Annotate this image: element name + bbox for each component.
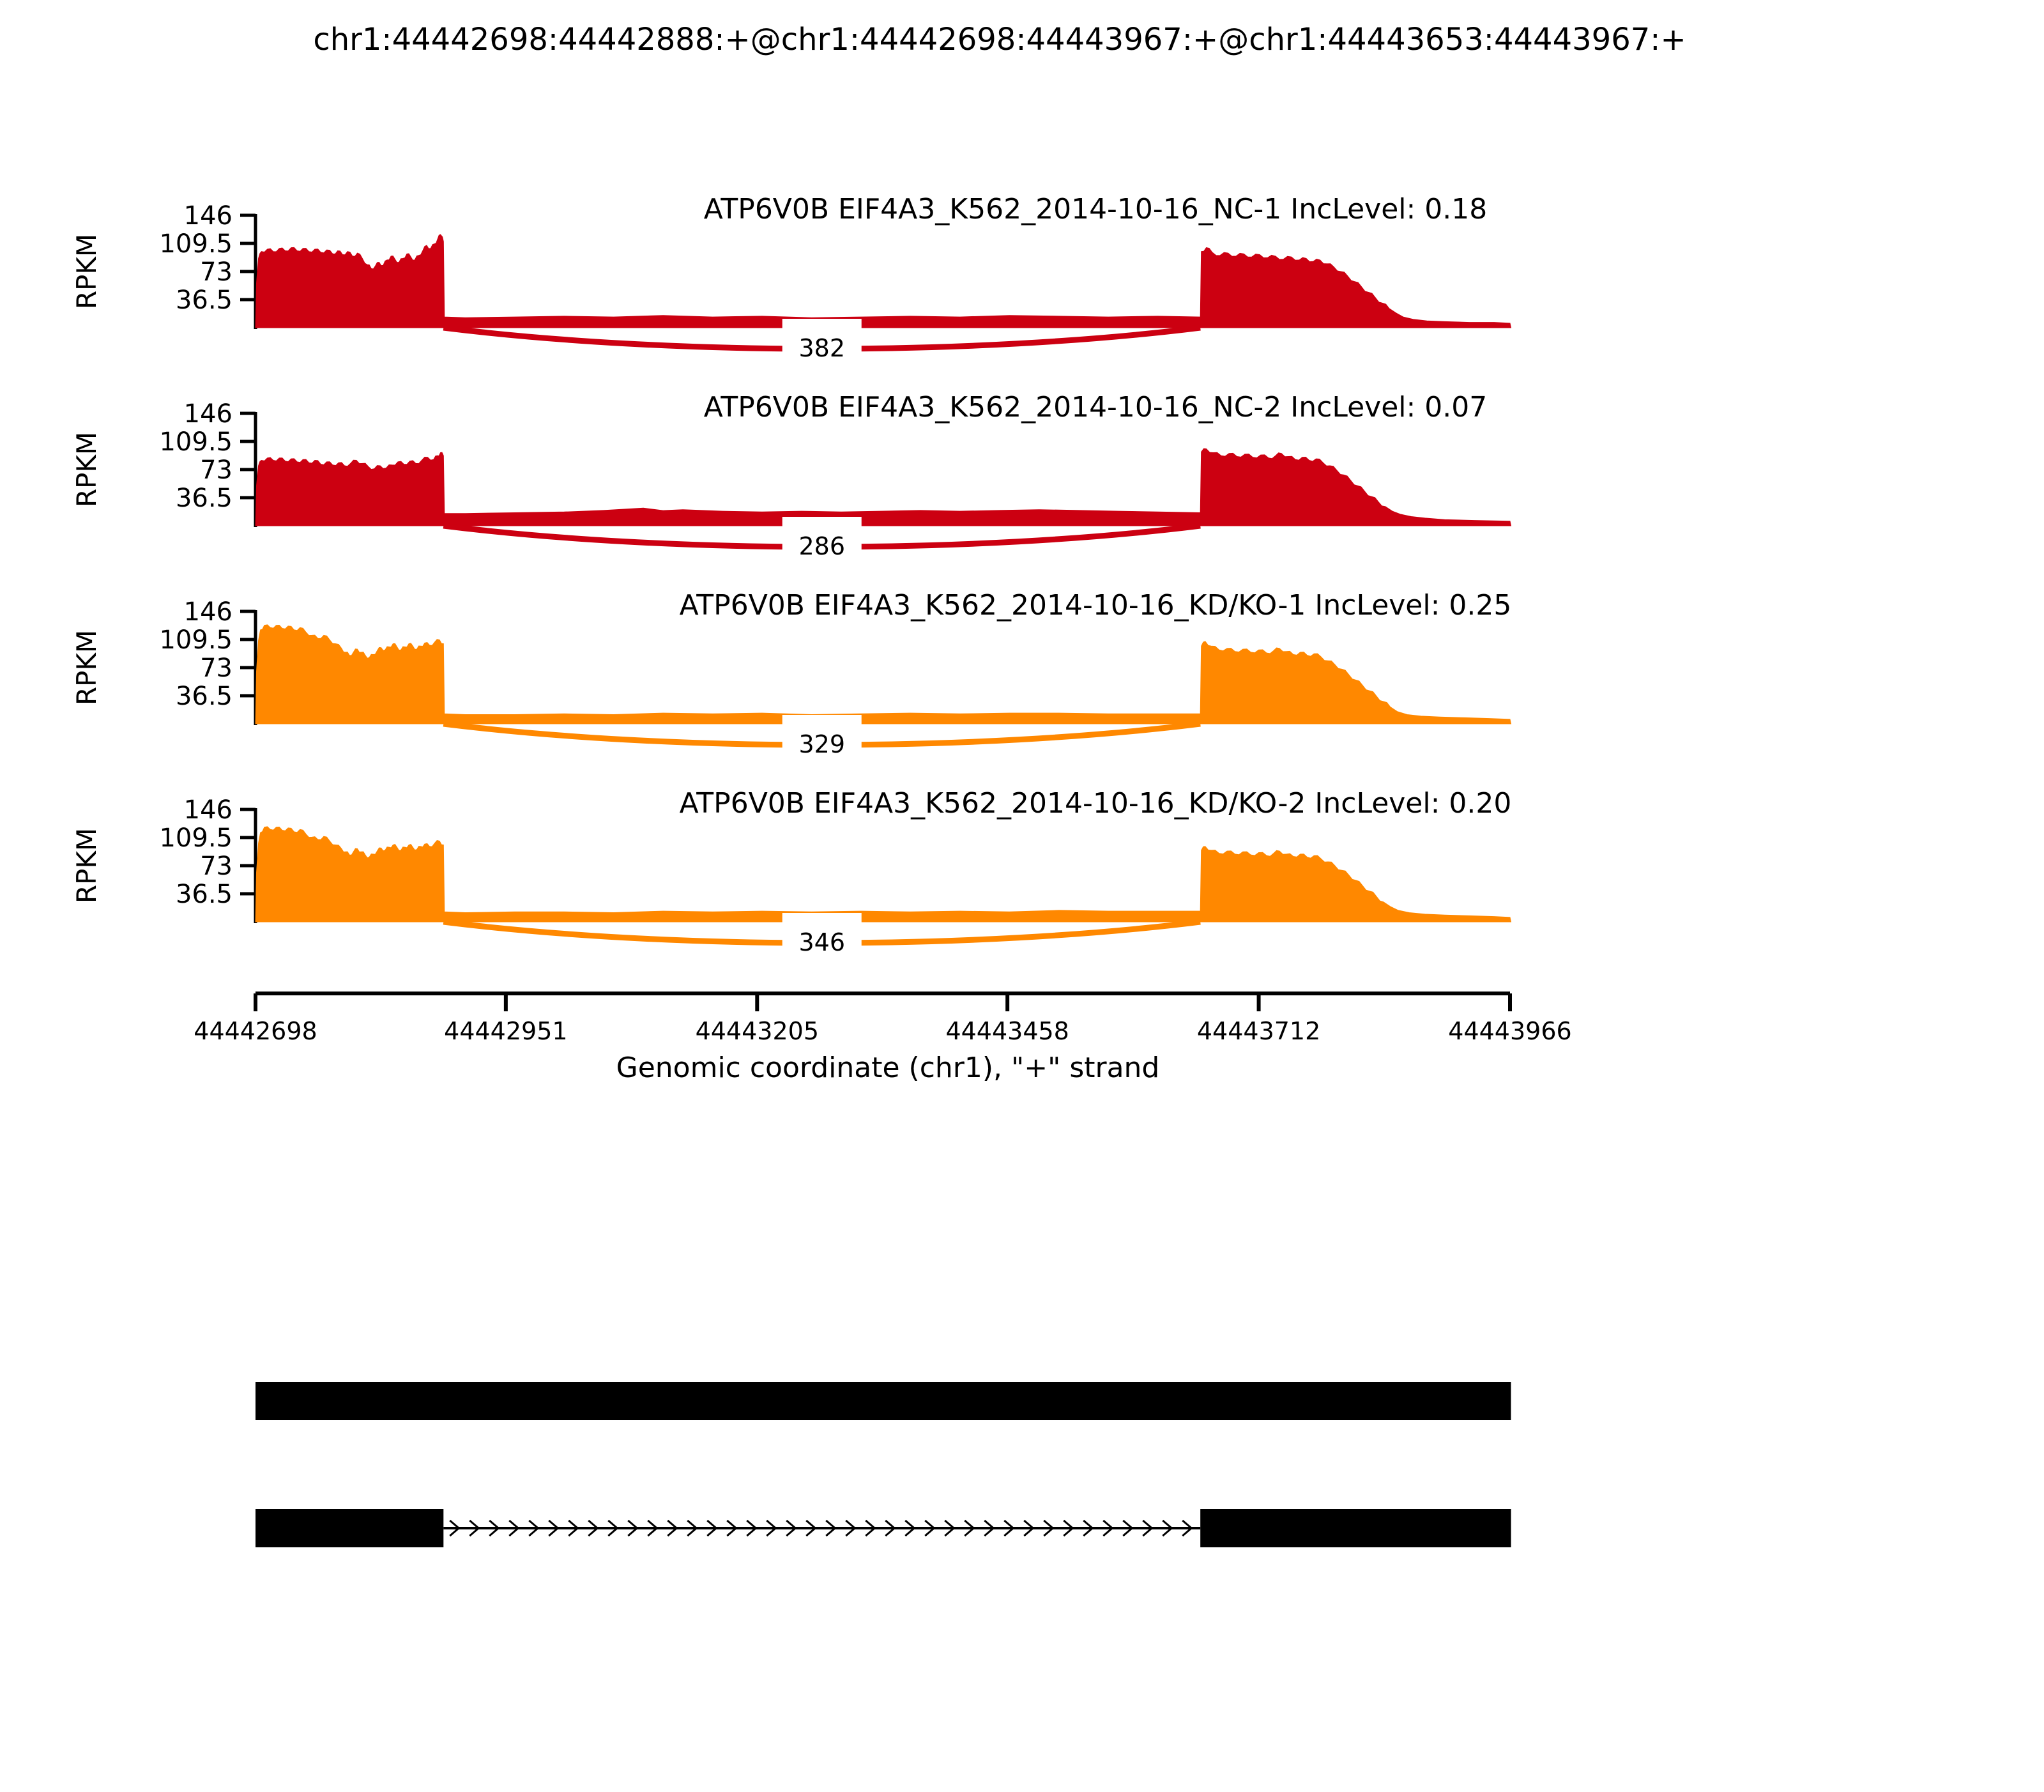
intron-direction-arrow-icon bbox=[924, 1519, 936, 1537]
x-axis: 44442698 44442951 44443205 44443458 44443712… bbox=[194, 992, 1572, 1084]
y-tick-label: 36.5 bbox=[176, 286, 233, 315]
intron-direction-arrow-icon bbox=[1162, 1519, 1173, 1537]
intron-direction-arrow-icon bbox=[1102, 1519, 1114, 1537]
intron-direction-arrow-icon bbox=[904, 1519, 916, 1537]
intron-direction-arrow-icon bbox=[1063, 1519, 1074, 1537]
intron-direction-arrow-icon bbox=[607, 1519, 619, 1537]
junction-count: 286 bbox=[798, 532, 845, 560]
x-tick-label: 44443205 bbox=[696, 1017, 819, 1045]
exon-box bbox=[256, 1509, 444, 1547]
intron-direction-arrow-icon bbox=[449, 1519, 461, 1537]
intron-direction-arrow-icon bbox=[805, 1519, 817, 1537]
intron-direction-arrow-icon bbox=[469, 1519, 480, 1537]
exon-box bbox=[256, 1382, 1511, 1420]
intron-direction-arrow-icon bbox=[726, 1519, 738, 1537]
intron-direction-arrow-icon bbox=[627, 1519, 639, 1537]
intron-direction-arrow-icon bbox=[746, 1519, 758, 1537]
junction-count: 329 bbox=[798, 730, 845, 758]
track-title: ATP6V0B EIF4A3_K562_2014-10-16_KD/KO-2 I… bbox=[680, 787, 1512, 820]
sashimi-track-4: ATP6V0B EIF4A3_K562_2014-10-16_KD/KO-2 I… bbox=[71, 787, 1511, 956]
x-tick-label: 44443712 bbox=[1197, 1017, 1320, 1045]
intron-direction-arrow-icon bbox=[548, 1519, 560, 1537]
x-axis-title: Genomic coordinate (chr1), "+" strand bbox=[616, 1052, 1160, 1084]
intron-direction-arrow-icon bbox=[984, 1519, 995, 1537]
track-title: ATP6V0B EIF4A3_K562_2014-10-16_KD/KO-1 I… bbox=[680, 589, 1512, 622]
intron-direction-arrow-icon bbox=[1003, 1519, 1015, 1537]
figure-title: chr1:44442698:44442888:+@chr1:44442698:4… bbox=[313, 22, 1686, 57]
y-tick-label: 73 bbox=[200, 654, 233, 683]
y-tick-label: 146 bbox=[184, 399, 233, 429]
gene-annotation bbox=[256, 1382, 1511, 1547]
x-tick-label: 44443458 bbox=[945, 1017, 1069, 1045]
intron-direction-arrow-icon bbox=[706, 1519, 718, 1537]
sashimi-track-1: ATP6V0B EIF4A3_K562_2014-10-16_NC-1 IncL… bbox=[71, 193, 1512, 362]
y-tick-label: 109.5 bbox=[159, 823, 233, 853]
intron-direction-arrow-icon bbox=[825, 1519, 837, 1537]
intron-direction-arrow-icon bbox=[944, 1519, 956, 1537]
x-tick-label: 44443966 bbox=[1448, 1017, 1571, 1045]
coverage-area bbox=[255, 624, 1512, 724]
intron-direction-arrow-icon bbox=[667, 1519, 678, 1537]
intron-direction-arrow-icon bbox=[647, 1519, 659, 1537]
junction-count: 346 bbox=[798, 928, 845, 956]
intron-direction-arrow-icon bbox=[865, 1519, 876, 1537]
junction-count-box bbox=[782, 913, 862, 953]
intron-direction-arrow-icon bbox=[588, 1519, 599, 1537]
y-tick-label: 73 bbox=[200, 456, 233, 485]
sashimi-track-2: ATP6V0B EIF4A3_K562_2014-10-16_NC-2 IncL… bbox=[71, 391, 1512, 560]
coverage-area bbox=[255, 234, 1512, 328]
y-tick-label: 109.5 bbox=[159, 229, 233, 259]
y-tick-label: 109.5 bbox=[159, 427, 233, 457]
coverage-area bbox=[255, 826, 1512, 923]
intron-direction-arrow-icon bbox=[1023, 1519, 1035, 1537]
intron-direction-arrow-icon bbox=[1142, 1519, 1154, 1537]
y-tick-label: 73 bbox=[200, 852, 233, 881]
junction-count: 382 bbox=[798, 334, 845, 362]
x-tick-label: 44442951 bbox=[444, 1017, 567, 1045]
intron-direction-arrow-icon bbox=[964, 1519, 975, 1537]
intron-direction-arrow-icon bbox=[766, 1519, 777, 1537]
y-tick-label: 36.5 bbox=[176, 484, 233, 513]
track-title: ATP6V0B EIF4A3_K562_2014-10-16_NC-1 IncL… bbox=[704, 193, 1488, 226]
y-tick-label: 146 bbox=[184, 795, 233, 825]
intron-direction-arrow-icon bbox=[568, 1519, 579, 1537]
junction-count-box bbox=[782, 517, 862, 556]
intron-direction-arrow-icon bbox=[786, 1519, 797, 1537]
isoform-skipping bbox=[256, 1509, 1511, 1547]
junction-count-box bbox=[782, 319, 862, 358]
y-tick-label: 73 bbox=[200, 257, 233, 287]
intron-direction-arrow-icon bbox=[508, 1519, 520, 1537]
intron-direction-arrow-icon bbox=[885, 1519, 896, 1537]
y-axis-label: RPKM bbox=[71, 234, 102, 309]
intron-direction-arrow-icon bbox=[528, 1519, 540, 1537]
tracks-container: ATP6V0B EIF4A3_K562_2014-10-16_NC-1 IncL… bbox=[71, 193, 1511, 956]
y-tick-label: 146 bbox=[184, 597, 233, 627]
sashimi-track-3: ATP6V0B EIF4A3_K562_2014-10-16_KD/KO-1 I… bbox=[71, 589, 1511, 758]
isoform-inclusion bbox=[256, 1382, 1511, 1420]
track-title: ATP6V0B EIF4A3_K562_2014-10-16_NC-2 IncL… bbox=[704, 391, 1488, 424]
exon-box bbox=[1200, 1509, 1511, 1547]
junction-count-box bbox=[782, 715, 862, 754]
intron-direction-arrow-icon bbox=[1083, 1519, 1094, 1537]
y-tick-label: 36.5 bbox=[176, 682, 233, 711]
intron-direction-arrow-icon bbox=[1182, 1519, 1193, 1537]
intron-direction-arrow-icon bbox=[489, 1519, 500, 1537]
y-axis-label: RPKM bbox=[71, 432, 102, 507]
intron-direction-arrow-icon bbox=[845, 1519, 857, 1537]
y-axis-label: RPKM bbox=[71, 630, 102, 705]
y-tick-label: 109.5 bbox=[159, 625, 233, 655]
y-axis-label: RPKM bbox=[71, 828, 102, 903]
intron-direction-arrow-icon bbox=[687, 1519, 698, 1537]
y-tick-label: 36.5 bbox=[176, 880, 233, 909]
intron-direction-arrow-icon bbox=[1043, 1519, 1055, 1537]
y-tick-label: 146 bbox=[184, 201, 233, 231]
intron-direction-arrow-icon bbox=[1122, 1519, 1134, 1537]
coverage-area bbox=[255, 448, 1512, 526]
x-tick-label: 44442698 bbox=[194, 1017, 317, 1045]
